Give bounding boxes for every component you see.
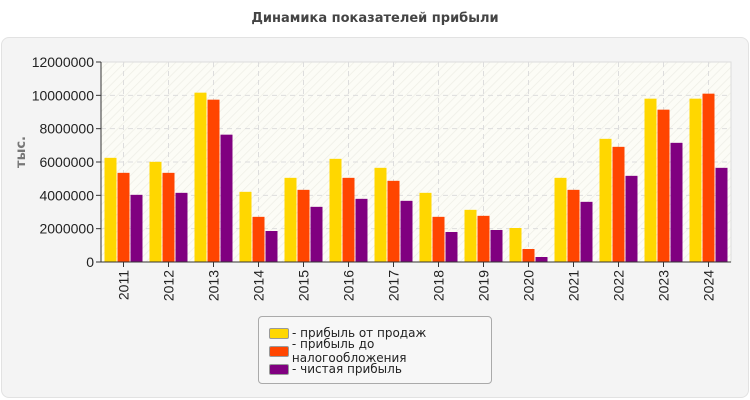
legend-item-sales-profit[interactable]: - прибыль от продаж [269,325,426,341]
legend-item-net-profit[interactable]: - чистая прибыль [269,361,402,377]
y-tick-label: 2000000 [39,221,94,237]
bar-2016-series-0 [329,158,342,262]
x-tick-label: 2016 [341,270,357,301]
bar-2023-series-0 [644,98,657,263]
bar-2013-series-1 [207,99,220,263]
legend: - прибыль от продаж - прибыль до налогоо… [258,316,492,384]
bar-2021-series-1 [567,189,580,262]
bar-2019-series-1 [477,215,490,262]
bar-2023-series-1 [657,109,670,263]
bar-2022-series-2 [625,175,638,262]
bar-2017-series-1 [387,180,400,262]
y-tick-label: 10000000 [32,87,95,103]
x-tick-label: 2018 [431,270,447,301]
chart-title: Динамика показателей прибыли [251,11,499,26]
bar-2024-series-2 [715,167,728,262]
bar-2018-series-0 [419,192,432,262]
legend-swatch [269,327,289,339]
y-tick-label: 8000000 [39,121,94,137]
x-tick-label: 2014 [251,270,267,301]
x-tick-label: 2020 [521,270,537,301]
bar-2015-series-2 [310,206,323,262]
bar-2024-series-1 [702,93,715,263]
bar-2013-series-2 [220,134,233,262]
bar-2020-series-2 [535,257,548,262]
x-tick-label: 2012 [161,270,177,301]
bar-2015-series-0 [284,177,297,262]
bar-2019-series-0 [464,209,477,262]
bar-2016-series-2 [355,198,368,262]
bar-2021-series-0 [554,177,567,262]
x-tick-label: 2024 [701,270,717,301]
bar-2024-series-0 [689,98,702,263]
bar-2020-series-0 [509,228,522,262]
legend-label: - прибыль до налогообложения [291,337,407,365]
bar-2011-series-2 [130,194,143,262]
y-tick-label: 4000000 [39,187,94,203]
x-tick-label: 2015 [296,270,312,301]
bar-2016-series-1 [342,177,355,262]
bar-2019-series-2 [490,230,503,262]
x-tick-label: 2011 [116,270,132,300]
bar-2012-series-2 [175,192,188,262]
bar-2011-series-1 [117,172,130,262]
x-tick-label: 2019 [476,270,492,301]
bar-2017-series-2 [400,200,413,262]
y-axis-label: тыс. [14,136,29,168]
bar-2020-series-1 [522,249,535,262]
bar-2011-series-0 [104,157,117,262]
bar-2018-series-1 [432,216,445,262]
y-tick-label: 0 [86,254,94,270]
y-tick-label: 12000000 [32,54,95,70]
bar-2014-series-2 [265,231,278,262]
x-tick-label: 2022 [611,270,627,301]
legend-label: - прибыль от продаж [292,326,427,340]
legend-label: - чистая прибыль [292,362,402,376]
legend-item-pretax-profit[interactable]: - прибыль до налогообложения [269,337,491,365]
bar-2018-series-2 [445,232,458,262]
bar-2015-series-1 [297,189,310,262]
x-tick-label: 2013 [206,270,222,301]
bar-2021-series-2 [580,201,593,262]
bar-2013-series-0 [194,92,207,263]
bar-2023-series-2 [670,142,683,262]
bar-2014-series-1 [252,216,265,262]
legend-swatch [269,363,289,375]
bar-2014-series-0 [239,191,252,262]
x-tick-label: 2017 [386,270,402,301]
x-tick-label: 2023 [656,270,672,301]
legend-swatch [269,345,289,357]
x-tick-label: 2021 [566,270,582,301]
bar-2012-series-1 [162,172,175,262]
bar-2017-series-0 [374,167,387,262]
y-tick-label: 6000000 [39,154,94,170]
bar-2012-series-0 [149,161,162,262]
bar-2022-series-0 [599,138,612,262]
bar-2022-series-1 [612,146,625,262]
